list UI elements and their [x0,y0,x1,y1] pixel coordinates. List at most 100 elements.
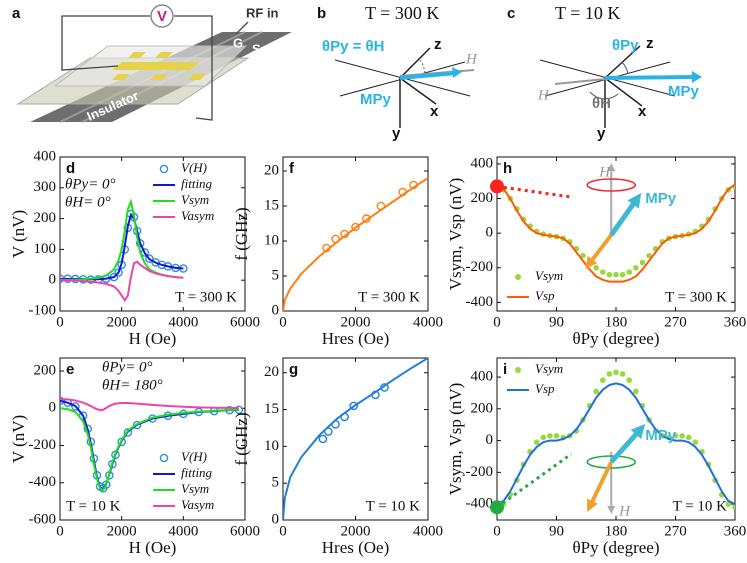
x-tick-label: 4000 [168,314,198,330]
angle-arc [419,59,426,75]
plot-area [497,183,735,283]
y-axis-label: f (GHz) [232,412,251,465]
plot-frame [282,357,429,521]
x-tick-label: 360 [724,314,747,330]
panel-label: a [12,5,21,22]
y-tick-label: 200 [471,190,494,206]
chart: 0 2000 4000 6000 -600 -400 -200 0 200 e H (Oe) V (n… [9,357,260,557]
series-line [497,382,735,506]
arrowhead [587,498,598,512]
y-tick-label: -200 [466,464,494,480]
plot-area [497,369,735,511]
panel-label: h [503,160,512,177]
legend-label: Vsym [535,268,563,283]
axis-x [604,77,643,107]
data-point [547,433,553,439]
legend-label: Vsp [535,288,555,303]
x-tick-label: 0 [493,314,501,330]
temperature: T = 10 K [366,498,421,514]
data-point [626,377,633,384]
x-tick-label: 360 [724,523,747,539]
data-point [606,271,613,278]
electrode [128,52,146,58]
precession-ring [586,455,637,469]
data-point [553,433,560,439]
legend-label: Vasym [181,497,214,512]
legend-label: Vsp [535,381,555,396]
plot-area [60,396,244,493]
data-point [351,222,360,232]
data-point [132,420,142,430]
x-tick-label: 0 [493,523,501,539]
data-point [599,269,606,275]
inset-label: MPy [645,427,677,444]
plot-area [283,358,428,520]
electrode [150,74,168,80]
annotation: θH= 0° [65,194,111,210]
electrode [155,52,173,58]
panel-label: i [503,361,507,378]
arrowhead [627,193,642,209]
moment-arrow [399,71,457,80]
temperature: T = 300 K [175,289,237,305]
data-point [613,271,619,278]
data-point [540,434,547,441]
device-schematic: a V RF in G S G Insulator [12,4,292,124]
data-point [646,252,652,259]
cpw-label: G [265,49,275,64]
series-line [60,407,239,492]
legend-swatch [159,453,169,463]
axis-x [399,77,437,105]
x-tick-label: 2000 [107,523,137,539]
plot-area [283,177,428,311]
x-tick-label: 0 [56,523,64,539]
arrowhead [607,163,616,171]
angle-arc [589,91,619,100]
x-tick-label: 270 [664,314,687,330]
panel-label: c [507,5,515,22]
highlight-point [490,179,504,194]
x-tick-label: 180 [605,314,628,330]
data-point [619,371,626,377]
field-arrow [554,78,606,85]
electrode [188,74,206,80]
series-line [60,260,184,303]
x-tick-label: 0 [279,523,287,539]
x-tick-label: 4000 [413,314,443,330]
data-point [679,433,685,439]
y-tick-label: 300 [34,179,57,195]
moment-label: MPy [360,91,392,108]
highlight-point [490,500,504,515]
geometry-10k: c T = 10 K θPy θH z x y H MPy [507,3,702,142]
angle-label: θH [592,95,611,112]
arrowhead [452,67,462,78]
data-point [633,264,639,271]
y-tick-label: -600 [29,511,57,527]
legend-swatch [515,274,521,280]
rf-arrow [235,21,249,35]
x-tick-label: 6000 [230,523,260,539]
x-tick-label: 2000 [107,314,137,330]
y-axis-label: V (nV) [9,210,28,258]
plot-frame [282,156,429,312]
x-tick-label: 0 [279,314,287,330]
series-line [283,177,428,311]
electrode [112,74,130,80]
y-tick-label: 0 [272,302,280,318]
inset-label: MPy [645,190,677,207]
y-tick-label: 400 [471,155,494,171]
plot-frame [59,156,246,312]
legend-label: fitting [181,465,213,480]
arrowhead [585,255,598,269]
legend-label: Vsym [181,192,209,207]
y-tick-label: -200 [29,437,57,453]
temperature: T = 300 K [358,289,420,305]
plot-frame [496,156,736,312]
geometry-300k: b T = 300 K θPy = θH z x y H MPy [317,3,478,142]
data-point [599,377,606,384]
chart: 0 2000 4000 0 5 10 15 20 g Hres (Oe) f (GHz) T = 10… [232,357,443,557]
pointer [496,184,572,199]
series-line [497,183,735,283]
arrowhead [692,71,702,83]
